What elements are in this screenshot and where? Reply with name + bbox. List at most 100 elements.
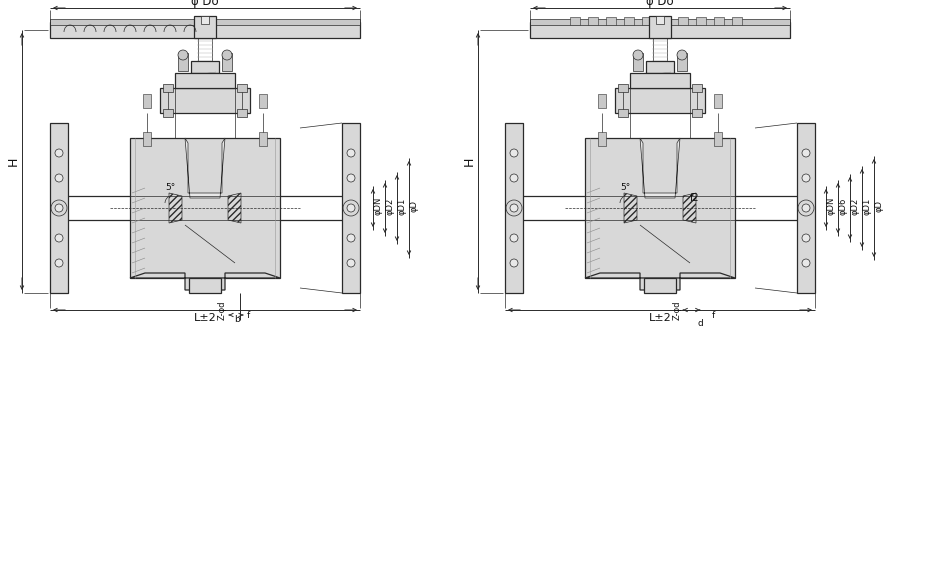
- Bar: [649, 16, 671, 38]
- Bar: [143, 94, 151, 108]
- Circle shape: [510, 149, 518, 157]
- Bar: [237, 109, 247, 117]
- Polygon shape: [640, 138, 680, 198]
- Circle shape: [55, 204, 63, 212]
- Text: φD: φD: [410, 200, 418, 212]
- Circle shape: [347, 204, 355, 212]
- Bar: [505, 123, 523, 293]
- Bar: [696, 17, 706, 25]
- Bar: [178, 53, 188, 71]
- Bar: [624, 17, 634, 25]
- Bar: [615, 88, 705, 113]
- Text: H: H: [462, 157, 475, 166]
- Bar: [598, 94, 606, 108]
- Bar: [570, 17, 580, 25]
- Bar: [678, 17, 688, 25]
- Circle shape: [55, 234, 63, 242]
- Bar: [714, 132, 722, 146]
- Text: f2: f2: [690, 193, 700, 203]
- Bar: [530, 22, 790, 38]
- Polygon shape: [185, 138, 225, 198]
- Circle shape: [347, 149, 355, 157]
- Text: φD: φD: [874, 200, 884, 212]
- Bar: [163, 84, 173, 92]
- Bar: [530, 19, 790, 25]
- Bar: [50, 19, 360, 25]
- Circle shape: [633, 50, 643, 60]
- Circle shape: [347, 234, 355, 242]
- Bar: [588, 17, 598, 25]
- Circle shape: [510, 259, 518, 267]
- Bar: [648, 73, 672, 88]
- Bar: [222, 53, 232, 71]
- Bar: [193, 73, 217, 88]
- Circle shape: [510, 174, 518, 182]
- Bar: [160, 88, 250, 113]
- Text: φD2: φD2: [386, 197, 394, 214]
- Text: φD6: φD6: [839, 197, 847, 214]
- Circle shape: [55, 149, 63, 157]
- Circle shape: [222, 50, 232, 60]
- Bar: [660, 17, 670, 25]
- Polygon shape: [130, 273, 280, 290]
- Bar: [585, 138, 735, 278]
- Bar: [642, 17, 652, 25]
- Bar: [50, 123, 68, 293]
- Circle shape: [55, 174, 63, 182]
- Bar: [732, 17, 742, 25]
- Bar: [618, 109, 628, 117]
- Bar: [237, 84, 247, 92]
- Text: φ Do: φ Do: [646, 0, 674, 9]
- Bar: [143, 132, 151, 146]
- Bar: [797, 123, 815, 293]
- Circle shape: [510, 204, 518, 212]
- Circle shape: [802, 259, 810, 267]
- Circle shape: [677, 50, 687, 60]
- Text: φDN: φDN: [826, 197, 836, 215]
- Bar: [692, 84, 702, 92]
- Circle shape: [347, 174, 355, 182]
- Bar: [259, 132, 267, 146]
- Bar: [175, 73, 235, 88]
- Bar: [50, 22, 360, 38]
- Bar: [633, 53, 643, 71]
- Text: L±2: L±2: [194, 313, 216, 323]
- Circle shape: [802, 174, 810, 182]
- Text: d: d: [697, 318, 703, 328]
- Bar: [130, 138, 280, 278]
- Text: φDN: φDN: [373, 197, 383, 215]
- Text: 5°: 5°: [620, 183, 630, 192]
- Bar: [606, 17, 616, 25]
- Bar: [163, 109, 173, 117]
- Polygon shape: [585, 273, 735, 290]
- Bar: [618, 84, 628, 92]
- Bar: [656, 16, 664, 24]
- Bar: [677, 53, 687, 71]
- Bar: [342, 123, 360, 293]
- Bar: [598, 132, 606, 146]
- Bar: [714, 94, 722, 108]
- Text: φD1: φD1: [862, 197, 871, 214]
- Bar: [191, 61, 219, 73]
- Circle shape: [802, 234, 810, 242]
- Bar: [692, 109, 702, 117]
- Text: φ Do: φ Do: [191, 0, 219, 9]
- Bar: [646, 61, 674, 73]
- Text: φD1: φD1: [398, 197, 406, 214]
- Text: Z-φd: Z-φd: [217, 300, 227, 320]
- Bar: [259, 94, 267, 108]
- Bar: [714, 17, 724, 25]
- Circle shape: [55, 259, 63, 267]
- Text: Z-φd: Z-φd: [672, 300, 681, 320]
- Circle shape: [178, 50, 188, 60]
- Text: 5°: 5°: [165, 183, 175, 192]
- Bar: [644, 278, 676, 293]
- Circle shape: [802, 204, 810, 212]
- Bar: [201, 16, 209, 24]
- Circle shape: [347, 259, 355, 267]
- Bar: [194, 16, 216, 38]
- Text: b: b: [234, 316, 240, 324]
- Bar: [630, 73, 690, 88]
- Bar: [189, 278, 221, 293]
- Text: L±2: L±2: [649, 313, 671, 323]
